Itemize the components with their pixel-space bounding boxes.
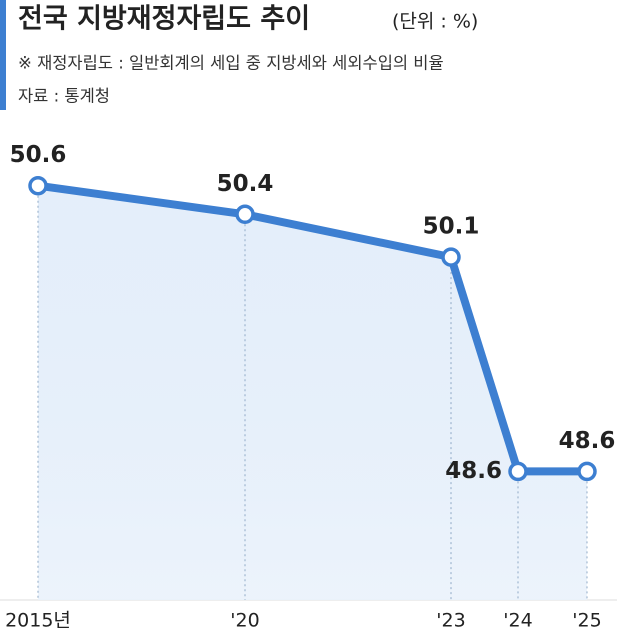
x-tick-label: '23 [436,610,465,632]
x-tick-label: '24 [503,610,532,632]
x-tick-label: '25 [572,610,601,632]
marker [28,175,48,196]
x-tick-label: '20 [230,610,259,632]
chart-source: 자료 : 통계청 [18,87,110,106]
area [38,185,587,600]
chart-title: 전국 지방재정자립도 추이 [18,4,310,35]
value-label: 50.6 [10,142,67,168]
x-tick-label: 2015년 [5,610,71,632]
marker [508,461,528,482]
marker [441,247,461,267]
marker [235,204,255,225]
accent-bar [0,0,6,110]
value-label: 48.6 [445,458,502,484]
value-label: 50.4 [217,171,274,197]
marker [577,461,597,482]
unit-label: (단위 : %) [392,11,478,33]
chart-note: ※ 재정자립도 : 일반회계의 세입 중 지방세와 세외수입의 비율 [18,54,444,73]
value-label: 48.6 [559,428,616,454]
value-label: 50.1 [423,214,480,240]
